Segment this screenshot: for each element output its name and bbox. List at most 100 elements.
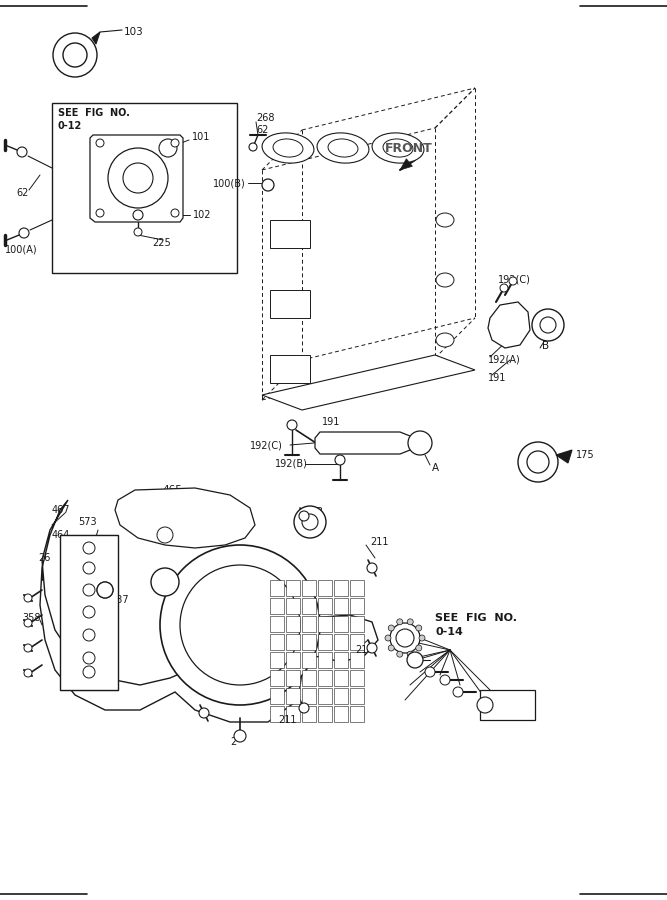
Bar [334, 706, 348, 722]
Circle shape [63, 43, 87, 67]
Circle shape [540, 317, 556, 333]
Circle shape [367, 643, 377, 653]
Text: 211: 211 [370, 537, 388, 547]
Bar [334, 580, 348, 596]
Bar [334, 670, 348, 686]
Bar [302, 670, 316, 686]
Circle shape [17, 147, 27, 157]
Circle shape [160, 545, 320, 705]
Bar [350, 688, 364, 704]
Bar [334, 598, 348, 614]
Circle shape [419, 635, 425, 641]
Circle shape [416, 645, 422, 651]
Polygon shape [262, 355, 475, 410]
Bar [350, 706, 364, 722]
Circle shape [518, 442, 558, 482]
Circle shape [171, 209, 179, 217]
Text: 192(C): 192(C) [498, 275, 531, 285]
Bar [286, 652, 300, 668]
Circle shape [151, 568, 179, 596]
Circle shape [19, 228, 29, 238]
Bar [286, 634, 300, 650]
Circle shape [234, 730, 246, 742]
Text: 465: 465 [162, 485, 182, 495]
Bar [350, 670, 364, 686]
Circle shape [133, 210, 143, 220]
Circle shape [159, 139, 177, 157]
Text: 100(A): 100(A) [5, 245, 37, 255]
Circle shape [299, 511, 309, 521]
Circle shape [453, 687, 463, 697]
Circle shape [123, 163, 153, 193]
Bar [270, 355, 310, 383]
Text: A: A [432, 463, 439, 473]
Circle shape [416, 625, 422, 631]
Circle shape [171, 139, 179, 147]
Ellipse shape [328, 139, 358, 158]
Text: 0-14: 0-14 [435, 627, 463, 637]
Bar [270, 706, 284, 722]
Polygon shape [400, 158, 412, 170]
Polygon shape [92, 32, 100, 44]
Circle shape [249, 143, 257, 151]
Bar [270, 688, 284, 704]
Text: 268: 268 [256, 113, 275, 123]
Circle shape [287, 420, 297, 430]
Circle shape [96, 139, 104, 147]
Bar [302, 652, 316, 668]
Ellipse shape [317, 133, 369, 163]
Bar [350, 616, 364, 632]
Text: 192(B): 192(B) [275, 459, 308, 469]
Bar [302, 616, 316, 632]
Circle shape [24, 644, 32, 652]
Circle shape [24, 669, 32, 677]
Text: B: B [316, 507, 323, 517]
Bar [270, 670, 284, 686]
Bar [270, 290, 310, 318]
Circle shape [509, 277, 517, 285]
Text: 191: 191 [322, 417, 340, 427]
Polygon shape [556, 450, 572, 463]
Circle shape [397, 652, 403, 657]
Bar [350, 634, 364, 650]
Circle shape [390, 623, 420, 653]
Circle shape [408, 431, 432, 455]
Circle shape [397, 619, 403, 625]
Bar [302, 580, 316, 596]
Circle shape [24, 594, 32, 602]
Text: 573: 573 [78, 517, 97, 527]
Bar [286, 706, 300, 722]
Text: A: A [155, 570, 162, 580]
Circle shape [83, 562, 95, 574]
Circle shape [199, 708, 209, 718]
Bar [270, 652, 284, 668]
Circle shape [96, 209, 104, 217]
Ellipse shape [436, 333, 454, 347]
Circle shape [440, 675, 450, 685]
Text: 211: 211 [355, 645, 374, 655]
Circle shape [262, 179, 274, 191]
Text: 211: 211 [278, 715, 297, 725]
Bar [302, 706, 316, 722]
Circle shape [97, 582, 113, 598]
Circle shape [532, 309, 564, 341]
Bar [318, 670, 332, 686]
Text: 62: 62 [256, 125, 268, 135]
Circle shape [299, 703, 309, 713]
Bar [318, 580, 332, 596]
Bar [334, 688, 348, 704]
Text: 192(C): 192(C) [250, 440, 283, 450]
Circle shape [367, 563, 377, 573]
Bar [286, 598, 300, 614]
Circle shape [97, 582, 113, 598]
Bar [350, 580, 364, 596]
Text: 26: 26 [38, 553, 51, 563]
Text: 467: 467 [52, 505, 71, 515]
Polygon shape [488, 302, 530, 348]
Bar [318, 616, 332, 632]
Text: 191: 191 [488, 373, 506, 383]
Bar [52, 103, 237, 273]
Bar [334, 634, 348, 650]
Text: 192(A): 192(A) [488, 355, 521, 365]
Ellipse shape [383, 139, 413, 158]
